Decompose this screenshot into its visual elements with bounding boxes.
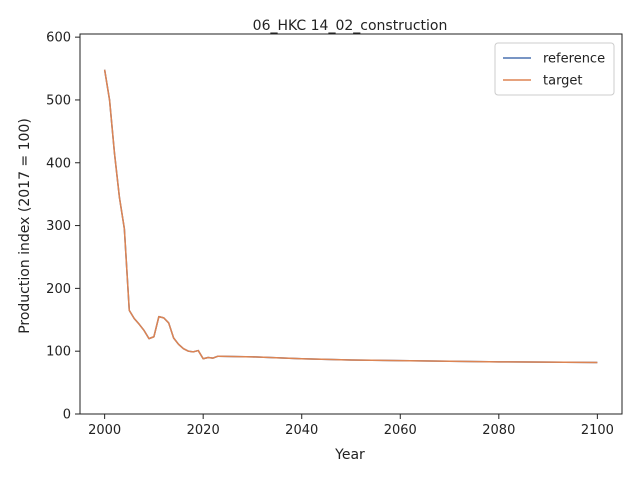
y-axis-label: Production index (2017 = 100) (17, 118, 33, 334)
legend: reference target (494, 42, 615, 96)
y-tick-label: 400 (46, 156, 71, 171)
x-tick-label: 2040 (285, 423, 318, 438)
series-line-target (103, 69, 598, 364)
y-tick-label: 100 (46, 345, 71, 360)
legend-label-target: target (543, 74, 583, 89)
x-tick-label: 2100 (581, 423, 614, 438)
x-tick-label: 2060 (384, 423, 417, 438)
plot-frame (79, 33, 623, 415)
x-tick-label: 2020 (187, 423, 220, 438)
y-tick-label: 200 (46, 282, 71, 297)
y-tick-label: 0 (63, 408, 71, 423)
y-tick-label: 600 (46, 31, 71, 46)
plot-area: 2000 2020 2040 2060 2080 2100 0 100 200 300 400 500… (46, 31, 623, 438)
y-tick-label: 300 (46, 219, 71, 234)
chart-title: 06_HKC 14_02_construction (253, 18, 448, 34)
x-axis-label: Year (334, 447, 365, 463)
legend-box (494, 42, 615, 96)
y-tick-label: 500 (46, 93, 71, 108)
series-line-reference (103, 69, 598, 364)
x-tick-label: 2080 (482, 423, 515, 438)
legend-label-reference: reference (543, 52, 605, 67)
x-tick-label: 2000 (88, 423, 121, 438)
